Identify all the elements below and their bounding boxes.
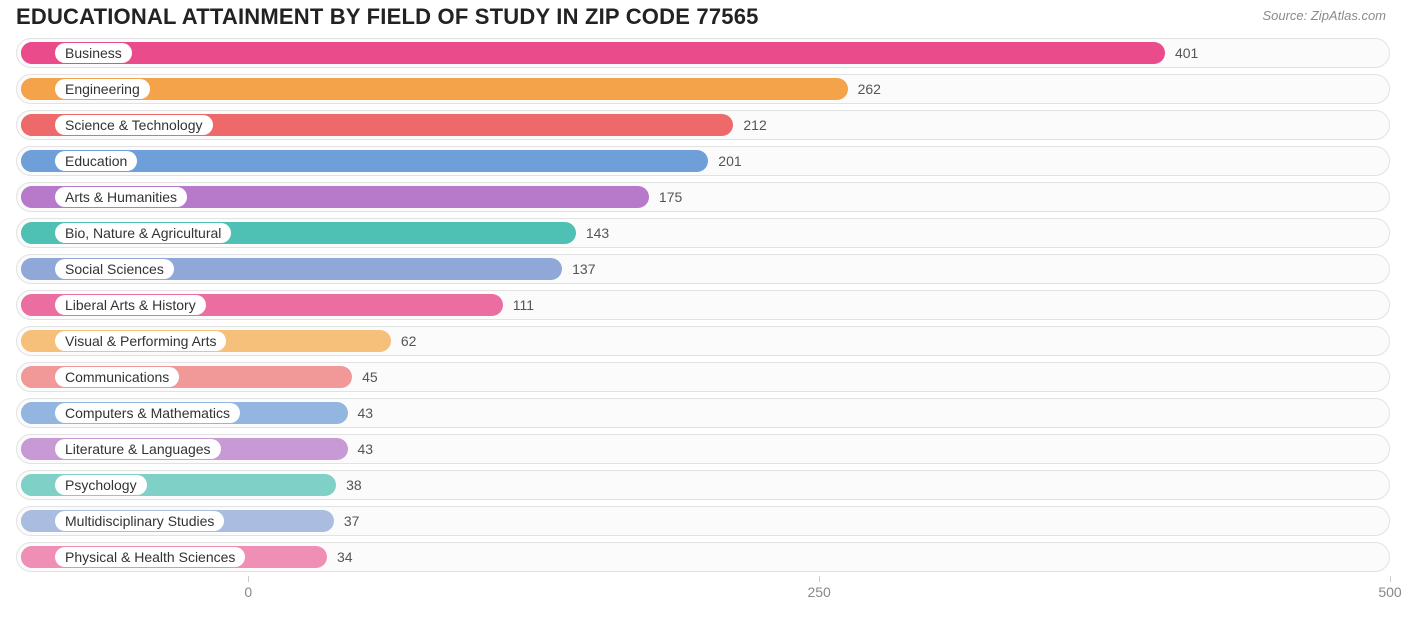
value-label: 43 <box>358 441 374 457</box>
bar-row: Arts & Humanities 175 <box>16 182 1390 212</box>
bar-cap <box>21 402 45 424</box>
bar-cap <box>21 222 45 244</box>
bar-cap <box>21 294 45 316</box>
bar-cap <box>21 546 45 568</box>
chart-header: EDUCATIONAL ATTAINMENT BY FIELD OF STUDY… <box>0 0 1406 38</box>
bar-cap <box>21 330 45 352</box>
bar-cap <box>21 510 45 532</box>
bar-row: Liberal Arts & History 111 <box>16 290 1390 320</box>
bar-cap <box>21 186 45 208</box>
tick-line <box>819 576 820 582</box>
bar-row: Communications 45 <box>16 362 1390 392</box>
value-label: 34 <box>337 549 353 565</box>
bar-row: Social Sciences 137 <box>16 254 1390 284</box>
value-label: 262 <box>858 81 881 97</box>
bar-row: Business 401 <box>16 38 1390 68</box>
category-label: Computers & Mathematics <box>55 403 240 423</box>
category-label: Liberal Arts & History <box>55 295 206 315</box>
value-label: 38 <box>346 477 362 493</box>
category-label: Engineering <box>55 79 150 99</box>
bar-row: Multidisciplinary Studies 37 <box>16 506 1390 536</box>
category-label: Social Sciences <box>55 259 174 279</box>
category-label: Communications <box>55 367 179 387</box>
bar-row: Literature & Languages 43 <box>16 434 1390 464</box>
category-label: Education <box>55 151 137 171</box>
bar-cap <box>21 114 45 136</box>
category-label: Visual & Performing Arts <box>55 331 226 351</box>
bar-row: Physical & Health Sciences 34 <box>16 542 1390 572</box>
category-label: Physical & Health Sciences <box>55 547 245 567</box>
bar-row: Psychology 38 <box>16 470 1390 500</box>
bar-cap <box>21 150 45 172</box>
category-label: Psychology <box>55 475 147 495</box>
category-label: Business <box>55 43 132 63</box>
category-label: Science & Technology <box>55 115 213 135</box>
x-axis: 0250500 <box>16 578 1390 608</box>
value-label: 143 <box>586 225 609 241</box>
value-label: 43 <box>358 405 374 421</box>
tick-label: 500 <box>1378 584 1401 600</box>
bar-cap <box>21 42 45 64</box>
bar-cap <box>21 78 45 100</box>
chart-title: EDUCATIONAL ATTAINMENT BY FIELD OF STUDY… <box>16 4 759 30</box>
value-label: 37 <box>344 513 360 529</box>
value-label: 175 <box>659 189 682 205</box>
bar-row: Science & Technology 212 <box>16 110 1390 140</box>
tick-label: 250 <box>807 584 830 600</box>
value-label: 401 <box>1175 45 1198 61</box>
value-label: 111 <box>513 297 534 313</box>
tick-line <box>248 576 249 582</box>
value-label: 62 <box>401 333 417 349</box>
bar-row: Visual & Performing Arts 62 <box>16 326 1390 356</box>
chart-plot-area: Business 401 Engineering 262 Science & Techn… <box>0 38 1406 608</box>
tick-label: 0 <box>244 584 252 600</box>
bar-row: Bio, Nature & Agricultural 143 <box>16 218 1390 248</box>
category-label: Bio, Nature & Agricultural <box>55 223 231 243</box>
category-label: Arts & Humanities <box>55 187 187 207</box>
bar-cap <box>21 366 45 388</box>
bar-row: Engineering 262 <box>16 74 1390 104</box>
bar-fill <box>21 42 1165 64</box>
category-label: Literature & Languages <box>55 439 221 459</box>
value-label: 137 <box>572 261 595 277</box>
chart-source: Source: ZipAtlas.com <box>1262 4 1386 23</box>
bar-cap <box>21 438 45 460</box>
bar-cap <box>21 258 45 280</box>
tick-line <box>1390 576 1391 582</box>
bar-row: Computers & Mathematics 43 <box>16 398 1390 428</box>
bar-row: Education 201 <box>16 146 1390 176</box>
bar-cap <box>21 474 45 496</box>
value-label: 212 <box>743 117 766 133</box>
value-label: 45 <box>362 369 378 385</box>
category-label: Multidisciplinary Studies <box>55 511 224 531</box>
value-label: 201 <box>718 153 741 169</box>
